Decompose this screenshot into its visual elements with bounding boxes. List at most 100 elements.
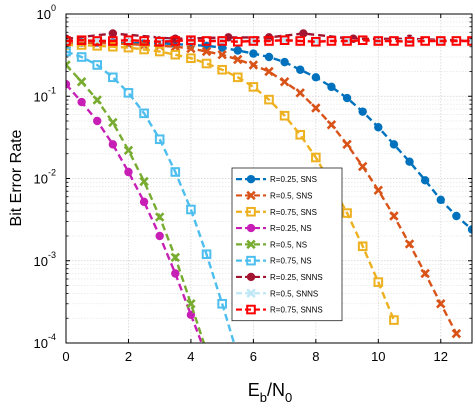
data-point bbox=[217, 298, 227, 309]
legend-marker bbox=[246, 272, 256, 282]
data-point bbox=[342, 139, 352, 150]
x-tick-label: 12 bbox=[434, 349, 448, 364]
data-point bbox=[203, 347, 211, 355]
legend-item: R=0.75, NS bbox=[236, 255, 312, 266]
data-point bbox=[373, 277, 384, 287]
data-point bbox=[108, 140, 118, 149]
data-point bbox=[436, 299, 446, 309]
y-tick-label: 10-1 bbox=[34, 85, 56, 104]
legend-marker bbox=[246, 174, 256, 184]
data-point bbox=[217, 64, 227, 75]
legend-item: R=0.25, NS bbox=[236, 223, 312, 233]
x-tick-label: 6 bbox=[250, 349, 257, 364]
data-point bbox=[279, 77, 290, 87]
data-point bbox=[233, 54, 243, 65]
data-point bbox=[420, 36, 430, 46]
data-point bbox=[389, 315, 399, 325]
data-point bbox=[108, 41, 118, 52]
y-tick-label: 10-4 bbox=[34, 332, 56, 351]
series-3 bbox=[66, 80, 203, 343]
data-point bbox=[92, 95, 102, 105]
data-point bbox=[201, 58, 212, 69]
legend-marker bbox=[246, 206, 256, 217]
data-point bbox=[248, 60, 259, 70]
legend-marker bbox=[246, 223, 256, 233]
data-point bbox=[201, 36, 212, 46]
data-point bbox=[295, 36, 306, 46]
data-point bbox=[357, 241, 368, 252]
data-point bbox=[467, 225, 472, 234]
data-point bbox=[264, 36, 274, 46]
x-tick-label: 0 bbox=[62, 349, 69, 364]
data-point bbox=[76, 35, 87, 46]
legend-label: R=0.25, SNS bbox=[270, 175, 317, 184]
data-point bbox=[233, 46, 242, 55]
data-point bbox=[76, 77, 87, 87]
y-tick-label: 100 bbox=[37, 3, 56, 22]
data-point bbox=[404, 36, 415, 47]
data-point bbox=[139, 36, 149, 46]
data-point bbox=[92, 60, 103, 70]
data-point bbox=[327, 82, 336, 92]
legend-item: R=0.25, SNNS bbox=[236, 272, 323, 282]
data-point bbox=[93, 116, 102, 126]
data-point bbox=[186, 35, 196, 46]
data-point bbox=[279, 35, 290, 46]
data-point bbox=[295, 129, 306, 140]
data-point bbox=[155, 231, 164, 241]
data-point bbox=[232, 72, 243, 83]
data-point bbox=[154, 36, 165, 47]
series-1 bbox=[66, 37, 462, 339]
series-line bbox=[66, 64, 206, 343]
data-point bbox=[170, 36, 181, 46]
data-point bbox=[66, 80, 71, 89]
x-tick-label: 10 bbox=[371, 349, 385, 364]
data-point bbox=[373, 185, 384, 195]
data-point bbox=[467, 36, 472, 46]
data-point bbox=[357, 35, 368, 46]
data-point bbox=[342, 208, 352, 218]
series-line bbox=[66, 41, 458, 335]
series-line bbox=[66, 50, 236, 343]
data-point bbox=[201, 46, 212, 57]
data-point bbox=[186, 204, 196, 215]
data-point bbox=[404, 239, 415, 249]
legend-label: R=0.5, SNS bbox=[270, 191, 312, 200]
data-point bbox=[311, 36, 321, 47]
data-point bbox=[139, 108, 149, 119]
data-point bbox=[186, 43, 196, 54]
legend-item: R=0.75, SNNS bbox=[236, 304, 323, 315]
series-5 bbox=[66, 46, 236, 343]
data-point bbox=[299, 29, 308, 38]
legend-marker bbox=[246, 288, 256, 298]
data-point bbox=[311, 152, 321, 163]
data-point bbox=[170, 49, 181, 60]
data-point bbox=[389, 36, 399, 46]
data-point bbox=[139, 176, 149, 187]
data-point bbox=[217, 49, 227, 60]
series-4 bbox=[66, 60, 211, 355]
data-point bbox=[436, 195, 445, 205]
data-point bbox=[124, 167, 133, 177]
data-point bbox=[311, 103, 321, 113]
legend-label: R=0.75, SNNS bbox=[270, 306, 323, 315]
legend-item: R=0.75, SNS bbox=[236, 206, 317, 217]
legend-item: R=0.25, SNS bbox=[236, 174, 317, 184]
data-point bbox=[154, 46, 165, 57]
series-2 bbox=[66, 40, 399, 325]
data-point bbox=[452, 211, 461, 221]
data-point bbox=[123, 145, 134, 156]
data-point bbox=[76, 52, 87, 62]
data-point bbox=[171, 269, 180, 278]
legend-marker bbox=[246, 239, 256, 250]
data-point bbox=[248, 82, 259, 92]
data-point bbox=[342, 93, 352, 103]
data-point bbox=[420, 176, 430, 185]
x-axis-label: Eb/N0 bbox=[248, 380, 292, 405]
legend-label: R=0.5, SNNS bbox=[270, 289, 318, 298]
data-point bbox=[357, 161, 368, 172]
data-point bbox=[373, 36, 384, 46]
legend-label: R=0.75, SNS bbox=[270, 208, 317, 217]
data-point bbox=[108, 72, 118, 83]
data-point bbox=[389, 211, 399, 221]
